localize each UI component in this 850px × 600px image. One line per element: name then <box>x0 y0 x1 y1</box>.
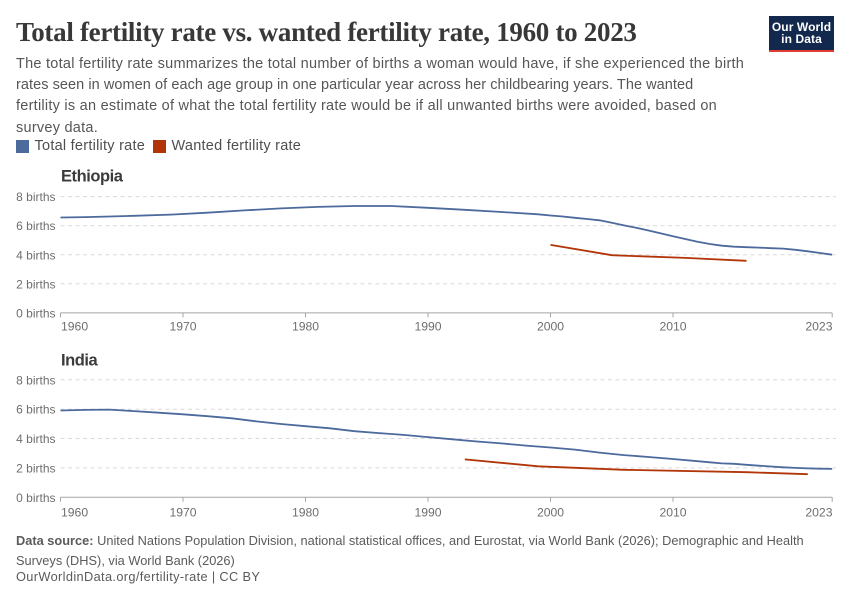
svg-text:4 births: 4 births <box>16 432 55 446</box>
svg-text:Ethiopia: Ethiopia <box>61 167 124 185</box>
svg-text:2 births: 2 births <box>16 277 55 291</box>
svg-text:1990: 1990 <box>414 506 441 520</box>
svg-text:0 births: 0 births <box>16 491 55 505</box>
svg-text:1960: 1960 <box>61 506 88 520</box>
svg-text:4 births: 4 births <box>16 248 55 262</box>
svg-text:1980: 1980 <box>292 320 319 334</box>
svg-text:2000: 2000 <box>537 320 564 334</box>
svg-text:2023: 2023 <box>805 506 832 520</box>
svg-text:2 births: 2 births <box>16 461 55 475</box>
svg-text:8 births: 8 births <box>16 190 55 204</box>
svg-text:1980: 1980 <box>292 506 319 520</box>
svg-text:0 births: 0 births <box>16 306 55 320</box>
svg-text:2023: 2023 <box>805 320 832 334</box>
svg-text:2010: 2010 <box>659 320 686 334</box>
svg-text:India: India <box>61 352 99 370</box>
svg-text:1970: 1970 <box>169 506 196 520</box>
svg-text:1960: 1960 <box>61 320 88 334</box>
svg-text:1970: 1970 <box>169 320 196 334</box>
svg-text:2010: 2010 <box>659 506 686 520</box>
svg-text:1990: 1990 <box>414 320 441 334</box>
svg-text:8 births: 8 births <box>16 373 55 387</box>
svg-text:6 births: 6 births <box>16 219 55 233</box>
svg-text:6 births: 6 births <box>16 403 55 417</box>
svg-text:2000: 2000 <box>537 506 564 520</box>
